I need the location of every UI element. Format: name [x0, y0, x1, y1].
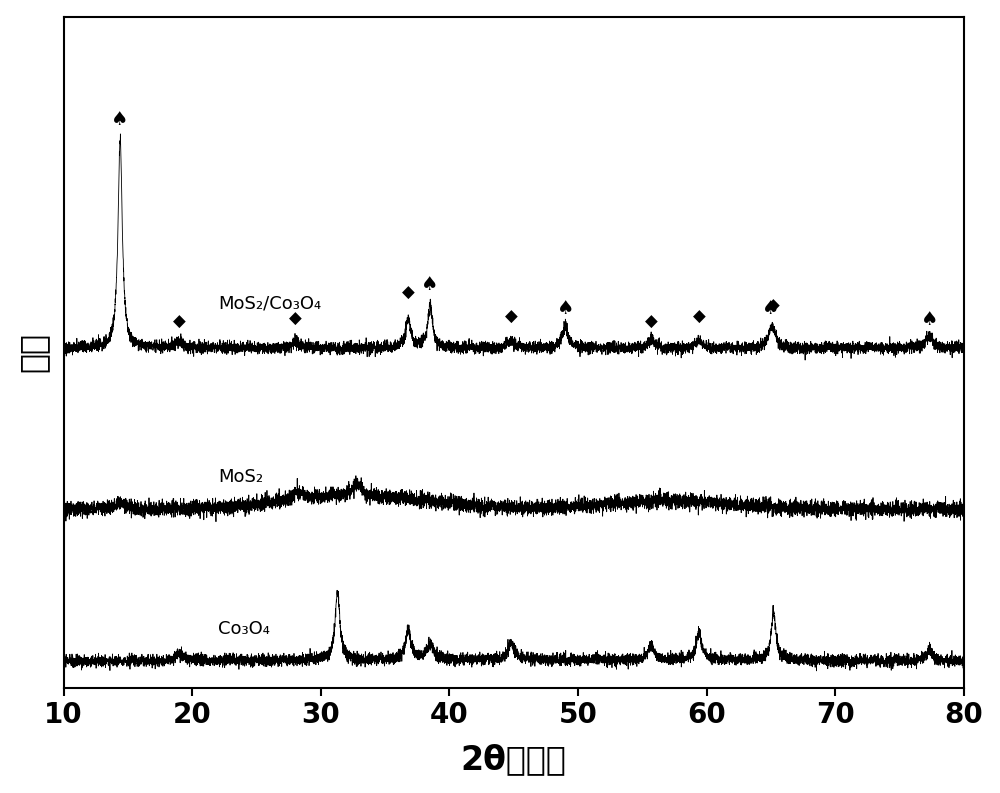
Text: ◆: ◆ [402, 285, 415, 302]
Text: ◆: ◆ [505, 308, 518, 326]
Text: ◆: ◆ [645, 312, 658, 331]
Text: ◆: ◆ [289, 310, 301, 328]
Text: MoS₂: MoS₂ [218, 468, 263, 486]
Text: ◆: ◆ [693, 308, 705, 326]
Text: ♠: ♠ [762, 299, 780, 318]
Text: ♠: ♠ [111, 110, 129, 129]
Text: ♠: ♠ [920, 310, 938, 329]
Y-axis label: 强度: 强度 [17, 332, 50, 373]
Text: ◆: ◆ [173, 313, 186, 331]
Text: MoS₂/Co₃O₄: MoS₂/Co₃O₄ [218, 294, 321, 312]
Text: Co₃O₄: Co₃O₄ [218, 620, 270, 638]
Text: ♠: ♠ [421, 275, 439, 293]
Text: ◆: ◆ [767, 297, 780, 315]
Text: ♠: ♠ [556, 299, 574, 318]
X-axis label: 2θ（度）: 2θ（度） [461, 743, 567, 776]
